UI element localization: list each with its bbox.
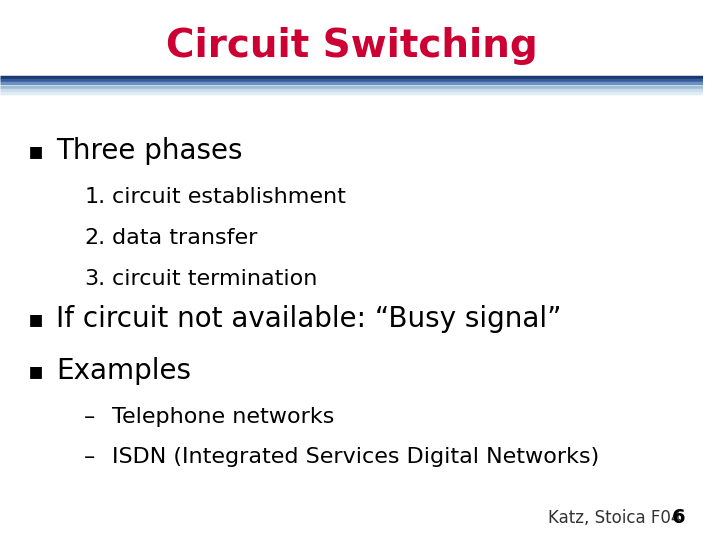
Text: ▪: ▪ <box>28 307 44 331</box>
Text: 3.: 3. <box>84 269 105 288</box>
Text: Circuit Switching: Circuit Switching <box>166 27 537 65</box>
Text: circuit termination: circuit termination <box>112 269 318 288</box>
Text: –: – <box>84 447 96 467</box>
Text: Telephone networks: Telephone networks <box>112 407 335 426</box>
Text: If circuit not available: “Busy signal”: If circuit not available: “Busy signal” <box>56 305 562 333</box>
Text: data transfer: data transfer <box>112 228 258 248</box>
Text: Three phases: Three phases <box>56 137 243 166</box>
Text: 1.: 1. <box>84 188 105 207</box>
Text: 6: 6 <box>671 509 685 527</box>
Text: ▪: ▪ <box>28 359 44 382</box>
Text: Examples: Examples <box>56 357 191 385</box>
Text: –: – <box>84 407 96 426</box>
Text: Katz, Stoica F04: Katz, Stoica F04 <box>549 510 682 527</box>
Text: ▪: ▪ <box>28 140 44 163</box>
Text: circuit establishment: circuit establishment <box>112 188 346 207</box>
Text: ISDN (Integrated Services Digital Networks): ISDN (Integrated Services Digital Networ… <box>112 447 600 467</box>
Text: 2.: 2. <box>84 228 105 248</box>
